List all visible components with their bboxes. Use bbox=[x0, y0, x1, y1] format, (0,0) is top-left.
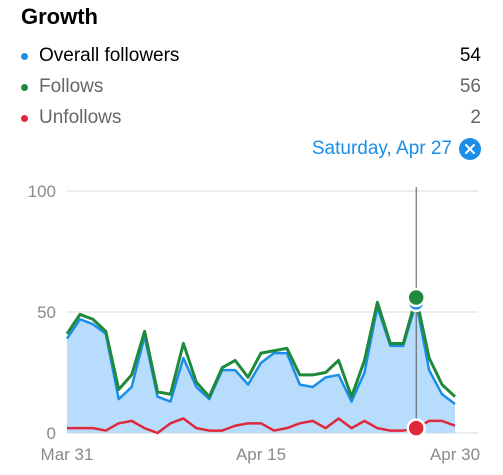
selected-date-label: Saturday, Apr 27 bbox=[311, 138, 452, 159]
legend-value-follows: 56 bbox=[459, 76, 481, 97]
follows-marker bbox=[406, 287, 426, 308]
y-tick-label: 100 bbox=[28, 182, 56, 201]
selected-date: Saturday, Apr 27 bbox=[312, 138, 481, 160]
legend-row-overall-followers: Overall followers 54 bbox=[21, 43, 481, 69]
unfollows-line bbox=[67, 417, 456, 435]
legend-value-unfollows: 2 bbox=[470, 107, 481, 128]
overall-followers-dot bbox=[21, 52, 28, 60]
legend-label-unfollows: Unfollows bbox=[39, 107, 122, 128]
y-tick-label: 50 bbox=[37, 303, 56, 322]
unfollows-dot bbox=[21, 114, 28, 122]
legend-row-follows: Follows 56 bbox=[21, 74, 481, 100]
follows-dot bbox=[21, 83, 28, 91]
legend-label-follows: Follows bbox=[39, 76, 104, 97]
legend-value-overall-followers: 54 bbox=[459, 45, 481, 66]
clear-selection-button[interactable] bbox=[459, 138, 481, 160]
x-tick-label: Apr 30 bbox=[430, 445, 480, 464]
growth-chart[interactable]: 100 50 0 Mar 31 Apr 15 Apr 30 bbox=[0, 175, 503, 475]
page-title: Growth bbox=[21, 4, 98, 29]
x-tick-label: Mar 31 bbox=[41, 445, 94, 464]
x-tick-label: Apr 15 bbox=[236, 445, 286, 464]
legend-label-overall-followers: Overall followers bbox=[39, 45, 180, 66]
legend-row-unfollows: Unfollows 2 bbox=[21, 105, 481, 131]
close-icon bbox=[465, 144, 475, 154]
follows-line bbox=[65, 295, 457, 399]
overall-followers-line bbox=[65, 301, 456, 405]
y-tick-label: 0 bbox=[47, 424, 56, 443]
unfollows-marker bbox=[406, 418, 426, 438]
overall-followers-area bbox=[67, 302, 455, 433]
